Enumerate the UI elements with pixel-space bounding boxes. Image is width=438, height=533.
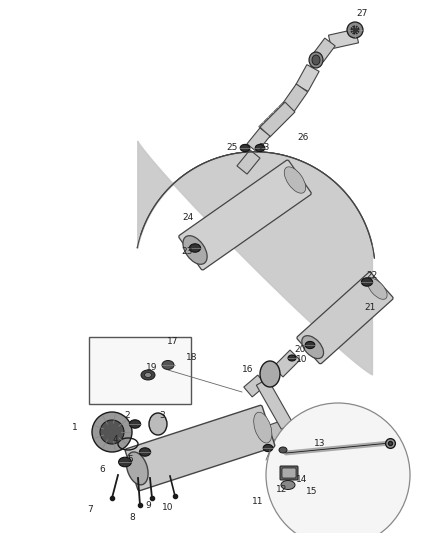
Text: 24: 24 — [182, 214, 194, 222]
Polygon shape — [264, 118, 278, 132]
Text: 8: 8 — [129, 513, 135, 522]
Circle shape — [347, 22, 363, 38]
Text: 20: 20 — [294, 345, 306, 354]
Ellipse shape — [139, 448, 151, 456]
FancyBboxPatch shape — [89, 337, 191, 404]
Text: 18: 18 — [186, 353, 198, 362]
Polygon shape — [274, 108, 288, 122]
Text: 6: 6 — [99, 465, 105, 474]
Polygon shape — [268, 112, 283, 127]
Ellipse shape — [189, 244, 201, 252]
Ellipse shape — [367, 278, 387, 300]
Ellipse shape — [309, 52, 323, 68]
Text: 22: 22 — [366, 271, 378, 279]
Text: 13: 13 — [314, 439, 326, 448]
Ellipse shape — [162, 360, 174, 369]
Ellipse shape — [284, 167, 306, 193]
Ellipse shape — [312, 55, 320, 65]
Polygon shape — [313, 38, 335, 62]
Polygon shape — [259, 421, 288, 443]
Ellipse shape — [305, 342, 315, 349]
Ellipse shape — [281, 481, 295, 489]
Polygon shape — [237, 150, 260, 174]
Text: 21: 21 — [364, 303, 376, 312]
Text: 10: 10 — [162, 504, 174, 513]
Text: 23: 23 — [181, 247, 193, 256]
Text: 3: 3 — [159, 411, 165, 421]
Ellipse shape — [279, 447, 287, 453]
Ellipse shape — [240, 144, 250, 151]
Text: 12: 12 — [276, 486, 288, 495]
Polygon shape — [256, 379, 293, 429]
Text: 15: 15 — [306, 488, 318, 497]
Ellipse shape — [129, 420, 141, 428]
Polygon shape — [244, 375, 266, 397]
Ellipse shape — [127, 452, 148, 485]
FancyBboxPatch shape — [297, 272, 393, 364]
FancyBboxPatch shape — [282, 468, 296, 478]
Text: 10: 10 — [296, 356, 308, 365]
Text: 4: 4 — [112, 435, 118, 445]
Ellipse shape — [361, 278, 373, 286]
Text: 1: 1 — [72, 424, 78, 432]
Circle shape — [100, 420, 124, 444]
Text: 17: 17 — [167, 337, 179, 346]
Ellipse shape — [183, 236, 207, 264]
Ellipse shape — [255, 144, 265, 151]
FancyBboxPatch shape — [280, 466, 298, 480]
Text: 23: 23 — [258, 142, 270, 151]
Polygon shape — [279, 103, 293, 117]
Circle shape — [266, 403, 410, 533]
Polygon shape — [296, 64, 319, 91]
Text: 19: 19 — [146, 364, 158, 373]
Ellipse shape — [263, 445, 273, 451]
Text: 27: 27 — [356, 10, 367, 19]
Circle shape — [92, 412, 132, 452]
Ellipse shape — [141, 370, 155, 380]
Polygon shape — [260, 102, 295, 137]
Polygon shape — [273, 350, 300, 377]
Polygon shape — [259, 123, 273, 138]
Circle shape — [351, 26, 359, 34]
Polygon shape — [282, 84, 308, 112]
FancyBboxPatch shape — [125, 405, 275, 491]
FancyBboxPatch shape — [179, 160, 311, 270]
Polygon shape — [247, 128, 270, 152]
Text: 16: 16 — [242, 366, 254, 375]
Ellipse shape — [254, 412, 272, 443]
Text: 11: 11 — [252, 497, 264, 506]
Text: 25: 25 — [226, 142, 238, 151]
Ellipse shape — [149, 413, 167, 435]
Text: 9: 9 — [145, 500, 151, 510]
Ellipse shape — [302, 336, 324, 359]
Text: 26: 26 — [297, 133, 309, 142]
Ellipse shape — [288, 355, 296, 361]
Polygon shape — [328, 29, 359, 49]
Text: 14: 14 — [297, 475, 307, 484]
Text: 2: 2 — [124, 410, 130, 419]
Ellipse shape — [260, 361, 280, 387]
Text: 5: 5 — [127, 456, 133, 464]
Ellipse shape — [119, 457, 131, 467]
Text: 7: 7 — [87, 505, 93, 514]
Ellipse shape — [145, 373, 152, 377]
